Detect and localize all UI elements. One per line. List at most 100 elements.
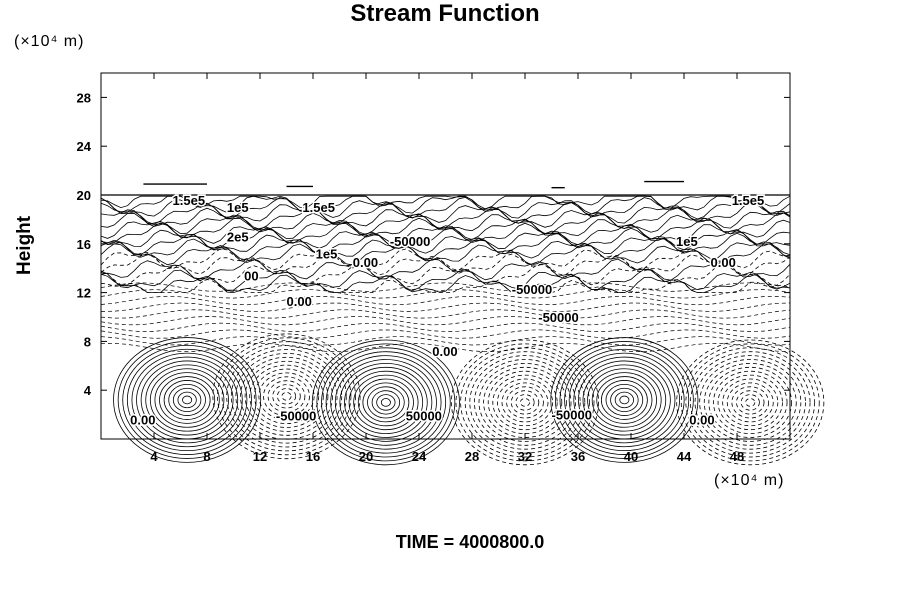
- y-tick-label: 24: [77, 139, 92, 154]
- negative-contour: [483, 366, 567, 438]
- contour-label: 1e5: [227, 200, 249, 215]
- negative-contour: [736, 390, 765, 415]
- negative-contour: [450, 339, 599, 466]
- positive-contour: [163, 380, 211, 420]
- negative-contour: [717, 374, 783, 431]
- contour-label: 1.5e5: [302, 200, 335, 215]
- positive-contour: [619, 395, 630, 405]
- positive-contour: [154, 372, 220, 428]
- positive-contour: [568, 352, 680, 448]
- y-tick-label: 4: [84, 383, 92, 398]
- y-tick-label: 12: [77, 286, 91, 301]
- contour-label: 1.5e5: [732, 193, 765, 208]
- positive-contour: [149, 368, 225, 432]
- positive-contour: [100, 222, 791, 246]
- contour-label: 1e5: [316, 246, 338, 261]
- negative-contour: [690, 351, 811, 454]
- negative-contour: [258, 372, 315, 421]
- positive-contour: [367, 386, 405, 419]
- negative-contour: [100, 309, 791, 319]
- positive-contour: [348, 370, 424, 434]
- negative-contour: [492, 374, 558, 431]
- y-tick-label: 8: [84, 334, 91, 349]
- positive-contour: [311, 339, 460, 466]
- x-tick-label: 24: [412, 449, 427, 464]
- negative-contour: [221, 341, 352, 452]
- contour-label: -50000: [276, 409, 316, 424]
- positive-contour: [582, 364, 667, 436]
- positive-contour: [591, 372, 657, 428]
- negative-contour: [708, 366, 793, 438]
- negative-contour: [212, 333, 361, 460]
- x-tick-label: 48: [730, 449, 744, 464]
- negative-contour: [694, 355, 806, 450]
- positive-contour: [113, 337, 262, 463]
- negative-contour: [100, 253, 791, 276]
- contour-lines: [100, 282, 825, 466]
- plot-frame: [100, 72, 791, 440]
- x-tick-label: 44: [677, 449, 692, 464]
- negative-contour: [740, 394, 760, 411]
- positive-contour: [122, 344, 252, 455]
- negative-contour: [100, 329, 791, 339]
- positive-contour: [168, 383, 206, 416]
- negative-contour: [263, 376, 310, 417]
- negative-contour: [100, 302, 791, 312]
- negative-contour: [745, 398, 756, 407]
- positive-contour: [182, 395, 193, 405]
- negative-contour: [487, 370, 563, 434]
- positive-contour: [564, 348, 685, 452]
- contour-label: 0.00: [130, 412, 155, 427]
- positive-contour: [100, 207, 791, 230]
- contour-label: -50000: [512, 282, 552, 297]
- positive-contour: [325, 351, 447, 454]
- negative-contour: [249, 364, 324, 428]
- negative-contour: [267, 380, 306, 413]
- positive-contour: [126, 348, 248, 452]
- negative-contour: [515, 394, 535, 411]
- x-tick-label: 28: [465, 449, 479, 464]
- x-tick-label: 36: [571, 449, 585, 464]
- contour-label: 0.00: [432, 344, 457, 359]
- x-unit-label: (×10⁴ m): [714, 472, 785, 489]
- contour-label: -50000: [552, 407, 592, 422]
- contour-label: 0.00: [353, 255, 378, 270]
- positive-contour: [339, 362, 433, 442]
- x-tick-label: 12: [253, 449, 267, 464]
- positive-contour: [573, 356, 676, 444]
- negative-contour: [100, 295, 791, 306]
- contour-label: -50000: [390, 234, 430, 249]
- negative-contour: [217, 337, 356, 456]
- contour-label: 0.00: [287, 294, 312, 309]
- positive-contour: [371, 390, 401, 415]
- positive-contour: [321, 347, 451, 458]
- negative-contour: [520, 398, 531, 407]
- y-unit-label: (×10⁴ m): [14, 33, 85, 50]
- contour-label: 00: [244, 268, 258, 283]
- y-tick-label: 20: [77, 188, 91, 203]
- contour-label: -50000: [538, 310, 578, 325]
- x-tick-label: 16: [306, 449, 320, 464]
- negative-contour: [713, 370, 788, 434]
- positive-contour: [376, 394, 396, 411]
- positive-contour: [334, 359, 437, 446]
- positive-contour: [330, 355, 442, 450]
- negative-contour: [272, 384, 301, 409]
- positive-contour: [100, 195, 791, 215]
- contour-label: 0.00: [689, 412, 714, 427]
- time-label: TIME = 4000800.0: [395, 532, 545, 552]
- negative-contour: [496, 378, 553, 427]
- positive-contour: [172, 387, 202, 413]
- positive-contour: [177, 391, 197, 409]
- negative-contour: [100, 336, 791, 346]
- negative-contour: [703, 362, 797, 442]
- contour-label: 0.00: [711, 255, 736, 270]
- negative-contour: [473, 359, 576, 446]
- negative-contour: [230, 349, 343, 444]
- positive-contour: [380, 398, 391, 407]
- negative-contour: [100, 342, 791, 353]
- negative-contour: [676, 339, 825, 466]
- positive-contour: [596, 376, 653, 424]
- positive-contour: [559, 344, 690, 455]
- positive-contour: [600, 380, 648, 420]
